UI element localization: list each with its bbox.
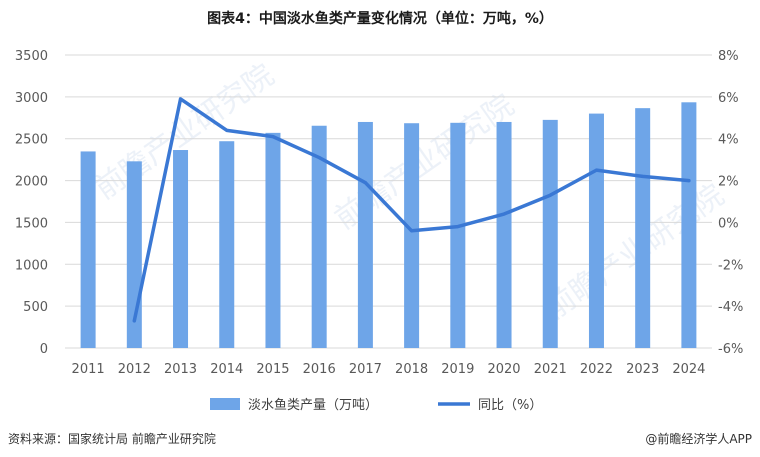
line-point [271,135,275,139]
x-tick-label: 2012 [118,362,151,377]
bar [80,151,96,348]
line-point [687,179,691,183]
x-tick-label: 2022 [580,362,613,377]
bar [173,150,189,348]
line-point [502,212,506,216]
x-tick-label: 2013 [164,362,197,377]
line-point [456,225,460,229]
bar [357,121,373,348]
line-point [410,229,414,233]
x-tick-label: 2016 [303,362,336,377]
bar [681,102,697,348]
x-tick-label: 2023 [626,362,659,377]
legend-bar-label: 淡水鱼类产量（万吨） [248,397,378,413]
line-point [317,156,321,160]
right-tick-label: -2% [718,258,743,273]
right-tick-label: -6% [718,342,743,357]
watermark-text: 前瞻产业研究院 [329,88,521,237]
left-axis-ticks: 0 500 1000 1500 2000 2500 3000 3500 [15,49,48,357]
right-tick-label: 2% [718,175,739,190]
watermark-text: 前瞻产业研究院 [539,178,731,327]
left-tick-label: 1000 [15,258,48,273]
right-tick-label: 8% [718,49,739,64]
line-point [641,174,645,178]
gridlines [65,54,712,349]
x-tick-label: 2021 [534,362,567,377]
x-tick-label: 2024 [672,362,705,377]
bar [404,123,420,348]
bar [635,108,651,348]
right-tick-label: -4% [718,300,743,315]
bar [588,113,604,348]
left-tick-label: 3000 [15,91,48,106]
legend: 淡水鱼类产量（万吨） 同比（%） [210,397,542,413]
bar [219,141,235,348]
bar [265,132,281,348]
left-tick-label: 1500 [15,216,48,231]
bar [542,119,558,348]
right-tick-label: 6% [718,91,739,106]
x-tick-label: 2020 [487,362,520,377]
source-note: 资料来源：国家统计局 前瞻产业研究院 [8,432,216,446]
right-axis-ticks: -6% -4% -2% 0% 2% 4% 6% 8% [718,49,743,357]
legend-line-label: 同比（%） [478,398,542,413]
bar [311,125,327,348]
line-point [225,128,229,132]
x-tick-label: 2017 [349,362,382,377]
x-tick-label: 2019 [441,362,474,377]
x-tick-label: 2018 [395,362,428,377]
x-tick-label: 2011 [72,362,105,377]
left-tick-label: 3500 [15,49,48,64]
line-point [179,97,183,101]
legend-bar-swatch [210,398,240,410]
left-tick-label: 0 [40,342,48,357]
left-tick-label: 500 [23,300,48,315]
right-tick-label: 4% [718,133,739,148]
left-tick-label: 2500 [15,133,48,148]
chart-title: 图表4：中国淡水鱼类产量变化情况（单位：万吨，%） [207,11,553,27]
x-tick-label: 2015 [256,362,289,377]
line-point [548,193,552,197]
line-point [363,181,367,185]
left-tick-label: 2000 [15,175,48,190]
line-point [594,168,598,172]
credit-note: @前瞻经济学人APP [645,432,752,446]
line-series [132,97,691,323]
right-tick-label: 0% [718,216,739,231]
x-tick-label: 2014 [210,362,243,377]
x-axis-ticks: 2011 2012 2013 2014 2015 2016 2017 2018 2019 2020… [72,362,706,377]
bar [450,122,466,349]
line-point [132,319,136,323]
bar [496,121,512,348]
